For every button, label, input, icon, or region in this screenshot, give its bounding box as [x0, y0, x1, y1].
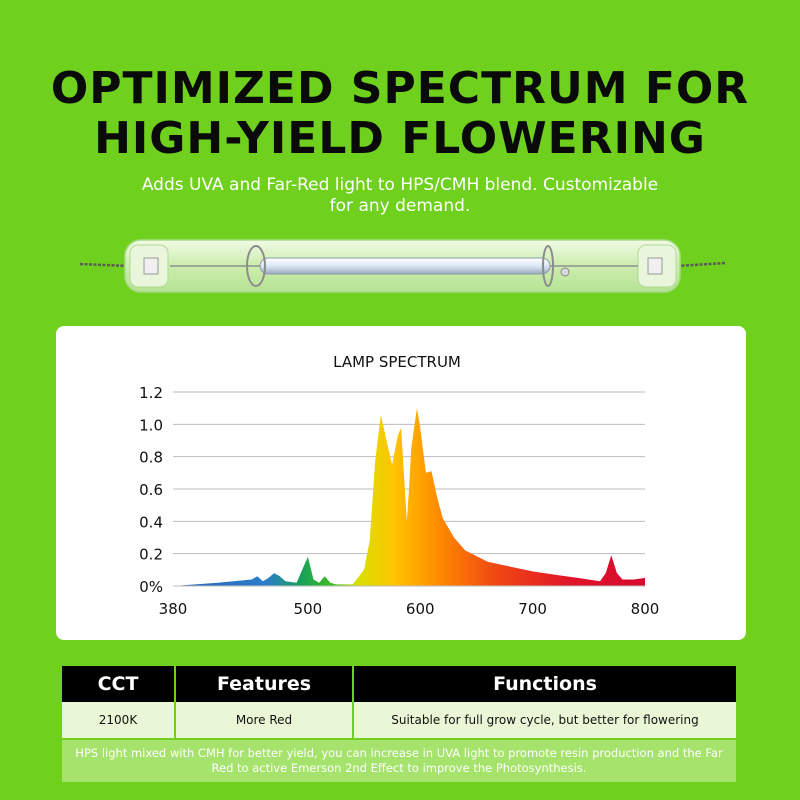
hps-lamp-bulb-icon: [79, 239, 726, 293]
y-tick-label: 0.8: [139, 449, 163, 467]
table-row: 2100K More Red Suitable for full grow cy…: [62, 702, 736, 738]
x-tick-label: 380: [159, 600, 188, 618]
y-tick-label: 0.2: [139, 546, 163, 564]
header-cct: CCT: [97, 673, 139, 695]
y-tick-label: 0.4: [139, 513, 163, 531]
spec-table: CCT Features Functions 2100K More Red Su…: [62, 666, 736, 782]
cell-functions: Suitable for full grow cycle, but better…: [352, 702, 736, 738]
chart-title: LAMP SPECTRUM: [333, 353, 461, 371]
cell-features: More Red: [174, 702, 352, 738]
cell-cct: 2100K: [98, 713, 138, 727]
header-features: Features: [174, 666, 352, 702]
y-tick-label: 1.2: [139, 384, 163, 402]
y-tick-label: 0.6: [139, 481, 163, 499]
table-header-row: CCT Features Functions: [62, 666, 736, 702]
y-tick-label: 1.0: [139, 416, 163, 434]
spectrum-chart-card: LAMP SPECTRUM 0% 0.2 0.4 0.6 0.8 1.0 1.2 380 50…: [56, 326, 746, 640]
subtitle-line-1: Adds UVA and Far-Red light to HPS/CMH bl…: [141, 175, 659, 195]
x-tick-label: 700: [518, 600, 547, 618]
subtitle-line-2: for any demand.: [329, 196, 471, 216]
spectrum-chart: LAMP SPECTRUM 0% 0.2 0.4 0.6 0.8 1.0 1.2 380 50…: [139, 353, 660, 618]
spectrum-area: [173, 408, 645, 586]
y-tick-label: 0%: [139, 578, 163, 596]
subtitle: Adds UVA and Far-Red light to HPS/CMH bl…: [100, 175, 700, 217]
x-tick-label: 600: [406, 600, 435, 618]
x-tick-label: 500: [294, 600, 323, 618]
table-note: HPS light mixed with CMH for better yiel…: [62, 740, 736, 782]
headline-line-2: HIGH-YIELD FLOWERING: [94, 113, 706, 164]
x-tick-label: 800: [631, 600, 660, 618]
headline-line-1: OPTIMIZED SPECTRUM FOR: [50, 63, 750, 114]
header-functions: Functions: [352, 666, 736, 702]
